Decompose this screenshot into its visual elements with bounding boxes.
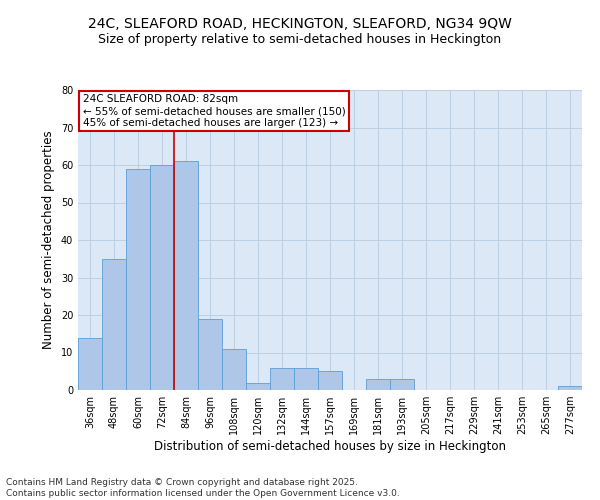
Text: 24C SLEAFORD ROAD: 82sqm
← 55% of semi-detached houses are smaller (150)
45% of : 24C SLEAFORD ROAD: 82sqm ← 55% of semi-d… bbox=[83, 94, 346, 128]
Bar bbox=[150, 165, 174, 390]
Bar bbox=[174, 161, 198, 390]
Y-axis label: Number of semi-detached properties: Number of semi-detached properties bbox=[42, 130, 55, 350]
Bar bbox=[270, 368, 294, 390]
Bar bbox=[102, 259, 126, 390]
Bar bbox=[318, 371, 342, 390]
Bar bbox=[390, 379, 414, 390]
Text: Contains HM Land Registry data © Crown copyright and database right 2025.
Contai: Contains HM Land Registry data © Crown c… bbox=[6, 478, 400, 498]
Bar bbox=[222, 349, 246, 390]
Bar bbox=[558, 386, 582, 390]
X-axis label: Distribution of semi-detached houses by size in Heckington: Distribution of semi-detached houses by … bbox=[154, 440, 506, 453]
Text: 24C, SLEAFORD ROAD, HECKINGTON, SLEAFORD, NG34 9QW: 24C, SLEAFORD ROAD, HECKINGTON, SLEAFORD… bbox=[88, 18, 512, 32]
Bar bbox=[126, 169, 150, 390]
Text: Size of property relative to semi-detached houses in Heckington: Size of property relative to semi-detach… bbox=[98, 32, 502, 46]
Bar bbox=[78, 338, 102, 390]
Bar bbox=[294, 368, 318, 390]
Bar bbox=[198, 319, 222, 390]
Bar bbox=[366, 379, 390, 390]
Bar bbox=[246, 382, 270, 390]
